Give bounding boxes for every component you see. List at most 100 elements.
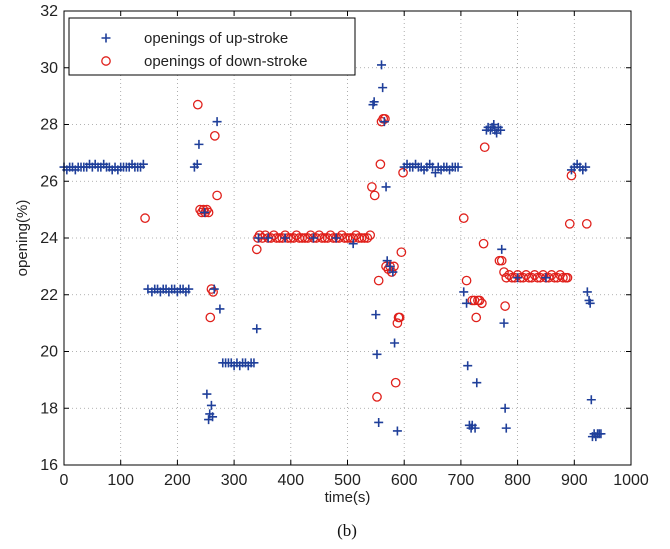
y-tick-label: 24 (40, 230, 58, 247)
up-stroke-point (263, 233, 273, 243)
up-stroke-point (215, 304, 225, 314)
up-stroke-point (374, 417, 384, 427)
up-stroke-point (472, 378, 482, 388)
up-stroke-point (371, 310, 381, 320)
up-stroke-point (348, 239, 358, 249)
x-axis-label: time(s) (325, 489, 371, 506)
down-stroke-point (562, 272, 573, 283)
down-stroke-point (351, 230, 361, 241)
up-stroke-point (377, 60, 387, 70)
legend-box (68, 17, 356, 76)
down-stroke-point (392, 318, 403, 328)
up-stroke-point (308, 233, 318, 243)
down-stroke-point (396, 247, 407, 258)
down-stroke-point (474, 295, 485, 306)
down-stroke-point (314, 230, 324, 241)
down-stroke-point (372, 392, 382, 402)
up-stroke-point (585, 298, 595, 308)
down-stroke-point (479, 142, 490, 153)
down-stroke-point (581, 218, 592, 229)
down-stroke-point (558, 272, 568, 283)
x-tick-label: 300 (221, 472, 248, 489)
x-tick-label: 400 (277, 472, 304, 489)
up-stroke-point (372, 349, 382, 359)
y-tick-label: 30 (40, 60, 58, 77)
down-stroke-point (212, 190, 222, 201)
up-stroke-point (208, 412, 218, 422)
down-stroke-point (496, 255, 507, 266)
up-stroke-point (382, 256, 392, 266)
x-tick-label: 900 (561, 472, 588, 489)
up-stroke-point (379, 117, 389, 127)
up-stroke-point (249, 358, 259, 368)
down-stroke-point (500, 301, 510, 311)
up-stroke-point (392, 426, 402, 436)
up-stroke-point (252, 324, 262, 334)
up-stroke-point (194, 139, 204, 149)
data-markers (59, 60, 606, 442)
up-stroke-point (280, 233, 290, 243)
up-stroke-point (462, 298, 472, 308)
down-stroke-point (140, 213, 150, 223)
down-stroke-point (297, 233, 307, 243)
up-stroke-point (500, 403, 510, 413)
down-stroke-point (564, 218, 575, 229)
up-stroke-point (253, 233, 263, 243)
circle-icon (101, 56, 111, 66)
up-stroke-point (586, 395, 596, 405)
up-stroke-point (381, 182, 391, 192)
x-tick-labels: 0 100 200 300 400 500 600 700 800 900 1000 (60, 472, 649, 489)
y-axis-label: opening(%) (14, 200, 31, 277)
up-stroke-point (390, 338, 400, 348)
up-stroke-point (463, 361, 473, 371)
axis-ticks (63, 10, 632, 466)
up-stroke-point (453, 162, 463, 172)
x-tick-label: 0 (60, 472, 69, 489)
up-stroke-point (470, 423, 480, 433)
up-stroke-point (369, 97, 379, 107)
y-tick-label: 26 (40, 173, 58, 190)
down-stroke-point (398, 167, 408, 178)
x-tick-label: 700 (448, 472, 475, 489)
up-stroke-point (192, 159, 202, 169)
down-stroke-point (356, 233, 367, 243)
down-stroke-point (205, 312, 216, 323)
up-stroke-point (501, 423, 511, 433)
up-stroke-point (596, 429, 606, 439)
legend-label-down-stroke: openings of down-stroke (144, 53, 307, 70)
down-stroke-point (342, 233, 353, 243)
up-stroke-point (489, 120, 499, 129)
y-tick-label: 16 (40, 457, 58, 474)
grid-lines (64, 11, 631, 465)
down-stroke-point (254, 230, 265, 241)
up-stroke-point (200, 207, 210, 217)
y-tick-label: 22 (40, 287, 58, 304)
up-stroke-point (209, 284, 219, 294)
down-stroke-point (362, 233, 373, 243)
x-tick-label: 500 (334, 472, 361, 489)
up-stroke-point (138, 159, 148, 169)
down-stroke-point (192, 99, 203, 110)
x-tick-label: 100 (107, 472, 134, 489)
down-stroke-point (369, 190, 380, 201)
up-stroke-point (541, 273, 551, 283)
down-stroke-point (375, 159, 386, 170)
down-stroke-point (268, 230, 279, 241)
down-stroke-point (325, 230, 336, 241)
down-stroke-point (461, 275, 472, 286)
y-tick-label: 28 (40, 117, 58, 134)
legend-circle-marker (101, 56, 111, 66)
figure-caption: (b) (337, 521, 357, 540)
x-tick-label: 1000 (613, 472, 649, 489)
down-stroke-point (499, 267, 509, 277)
up-stroke-point (378, 83, 388, 93)
up-stroke-point (385, 261, 395, 271)
plus-icon (101, 33, 111, 43)
y-tick-label: 20 (40, 344, 58, 361)
down-stroke-point (394, 312, 405, 323)
up-stroke-point (202, 389, 212, 399)
up-stroke-point (212, 117, 222, 127)
up-stroke-point (513, 273, 523, 283)
down-stroke-point (471, 312, 482, 323)
